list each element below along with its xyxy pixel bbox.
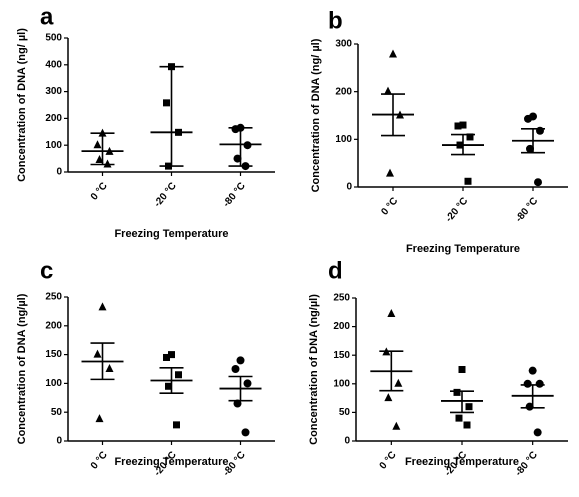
x-axis-title: Freezing Temperature — [406, 243, 520, 255]
y-axis-title: Concentration of DNA (ng/µl) — [308, 294, 320, 445]
point — [241, 162, 250, 171]
y-tick-label: 50 — [51, 407, 63, 418]
point — [524, 114, 532, 123]
point — [536, 126, 544, 135]
point — [392, 421, 401, 430]
panel-letter: c — [40, 257, 53, 284]
point — [95, 154, 104, 163]
point — [103, 159, 112, 168]
point — [396, 110, 404, 119]
point — [525, 402, 534, 411]
point — [173, 421, 180, 429]
point — [163, 353, 170, 361]
y-tick-label: 100 — [45, 378, 62, 389]
point — [528, 366, 537, 375]
point — [533, 428, 542, 437]
point — [464, 177, 472, 185]
y-tick-label: 150 — [333, 350, 350, 361]
point — [168, 63, 175, 71]
x-tick-label: -20 °C — [152, 181, 179, 210]
point — [382, 347, 391, 356]
y-tick-label: 300 — [45, 86, 62, 97]
y-tick-label: 200 — [333, 321, 350, 332]
point — [175, 371, 182, 379]
point — [233, 399, 242, 408]
point — [98, 302, 107, 311]
x-tick-label: -20 °C — [444, 196, 471, 225]
point — [456, 141, 464, 149]
y-axis-title: Concentration of DNA (ng/ µl) — [16, 28, 28, 182]
point — [233, 154, 242, 163]
y-tick-label: 100 — [45, 140, 62, 151]
x-axis-title: Freezing Temperature — [114, 228, 228, 240]
point — [386, 168, 394, 177]
point — [458, 366, 466, 373]
x-tick-label: 0 °C — [379, 196, 400, 218]
point — [175, 128, 182, 136]
point — [394, 378, 403, 387]
x-tick-label: 0 °C — [89, 450, 110, 472]
x-axis-title: Freezing Temperature — [114, 456, 228, 468]
y-tick-label: 0 — [56, 436, 62, 447]
point — [523, 379, 532, 388]
point — [453, 388, 461, 396]
x-tick-label: -80 °C — [514, 196, 541, 225]
point — [459, 121, 467, 129]
y-axis-title: Concentration of DNA (ng/ µl) — [310, 38, 322, 192]
point — [98, 128, 107, 137]
point — [465, 403, 473, 411]
y-tick-label: 250 — [45, 292, 62, 303]
panel-letter: d — [328, 257, 343, 284]
point — [454, 122, 462, 130]
y-tick-label: 200 — [45, 320, 62, 331]
y-tick-label: 0 — [56, 167, 62, 178]
point — [93, 349, 102, 358]
point — [389, 49, 397, 58]
y-tick-label: 250 — [333, 293, 350, 304]
point — [384, 393, 393, 402]
y-tick-label: 50 — [339, 407, 351, 418]
point — [534, 178, 542, 187]
x-tick-label: 0 °C — [378, 450, 399, 472]
point — [387, 309, 396, 318]
x-tick-label: -80 °C — [221, 181, 248, 210]
point — [165, 162, 172, 170]
panel-letter: b — [328, 7, 343, 34]
point — [455, 414, 463, 422]
y-tick-label: 500 — [45, 33, 62, 44]
point — [93, 140, 102, 149]
x-tick-label: 0 °C — [89, 181, 110, 203]
point — [231, 125, 240, 134]
panel-letter: a — [40, 3, 54, 30]
point — [105, 364, 114, 372]
y-tick-label: 200 — [335, 86, 352, 97]
x-axis-title: Freezing Temperature — [405, 456, 519, 468]
y-tick-label: 300 — [335, 39, 352, 50]
y-tick-label: 400 — [45, 59, 62, 70]
point — [95, 414, 104, 423]
point — [163, 99, 170, 107]
point — [165, 382, 172, 390]
point — [241, 428, 250, 437]
y-tick-label: 100 — [335, 134, 352, 145]
y-axis-title: Concentration of DNA (ng/µl) — [16, 293, 28, 444]
y-tick-label: 100 — [333, 378, 350, 389]
point — [168, 351, 175, 359]
point — [384, 86, 392, 95]
y-tick-label: 150 — [45, 349, 62, 360]
point — [463, 421, 471, 429]
y-tick-label: 0 — [346, 182, 352, 193]
point — [526, 144, 534, 153]
point — [231, 365, 240, 373]
point — [105, 146, 114, 155]
point — [236, 356, 245, 365]
point — [243, 379, 252, 388]
y-tick-label: 0 — [344, 436, 350, 447]
point — [243, 141, 252, 150]
point — [466, 133, 474, 141]
point — [535, 379, 544, 388]
y-tick-label: 200 — [45, 113, 62, 124]
